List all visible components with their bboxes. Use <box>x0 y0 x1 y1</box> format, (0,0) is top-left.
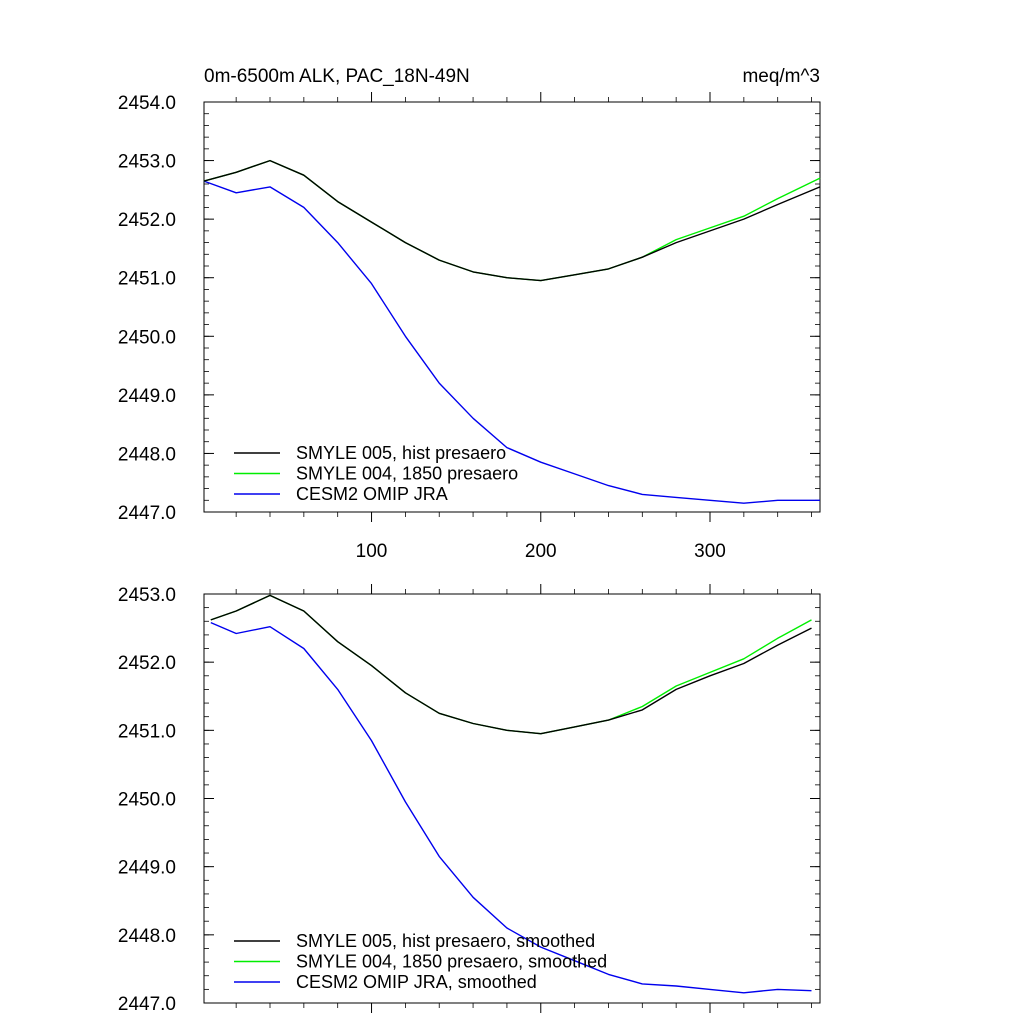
panel1-ytick-label: 2453.0 <box>118 152 176 173</box>
panel2-legend-label-3: CESM2 OMIP JRA, smoothed <box>296 972 537 992</box>
panel1-legend-label-2: SMYLE 004, 1850 presaero <box>296 464 518 484</box>
panel1-ytick-label: 2451.0 <box>118 269 176 290</box>
panel1-ytick-label: 2452.0 <box>118 210 176 231</box>
panel1-ytick-label: 2447.0 <box>118 503 176 524</box>
panel1-series-line-3 <box>203 180 820 504</box>
panel1-series-line-1 <box>203 159 821 282</box>
panel1-ytick-label: 2449.0 <box>118 386 176 407</box>
panel2-ytick-label: 2448.0 <box>118 926 176 947</box>
panel1-legend-label-1: SMYLE 005, hist presaero <box>296 443 506 463</box>
panel1-xtick-label: 300 <box>694 541 726 562</box>
panel1-frame <box>203 101 821 513</box>
panel1-series-line-2 <box>203 159 821 282</box>
panel1-xtick-label: 200 <box>525 541 557 562</box>
panel2-ytick-label: 2452.0 <box>118 653 176 674</box>
panel1-xtick-label: 100 <box>356 541 388 562</box>
panel1-legend-label-3: CESM2 OMIP JRA <box>296 484 448 504</box>
panel1-title-right: meq/m^3 <box>742 66 820 87</box>
panel2-series-line-3 <box>210 621 812 994</box>
panel2-series-line-2 <box>210 594 812 735</box>
panel1-ytick-label: 2448.0 <box>118 444 176 465</box>
panel2-ytick-label: 2450.0 <box>118 790 176 811</box>
panel2-ytick-label: 2447.0 <box>118 994 176 1015</box>
panel1-ytick-label: 2454.0 <box>118 93 176 114</box>
panel2-ytick-label: 2453.0 <box>118 585 176 606</box>
panel2-ytick-label: 2451.0 <box>118 721 176 742</box>
panel2-legend-label-1: SMYLE 005, hist presaero, smoothed <box>296 931 595 951</box>
panel2-legend-label-2: SMYLE 004, 1850 presaero, smoothed <box>296 952 607 972</box>
panel2-series-line-1 <box>210 594 812 735</box>
panel2-ytick-label: 2449.0 <box>118 858 176 879</box>
panel1-ytick-label: 2450.0 <box>118 327 176 348</box>
panel1-title-left: 0m-6500m ALK, PAC_18N-49N <box>204 66 470 87</box>
